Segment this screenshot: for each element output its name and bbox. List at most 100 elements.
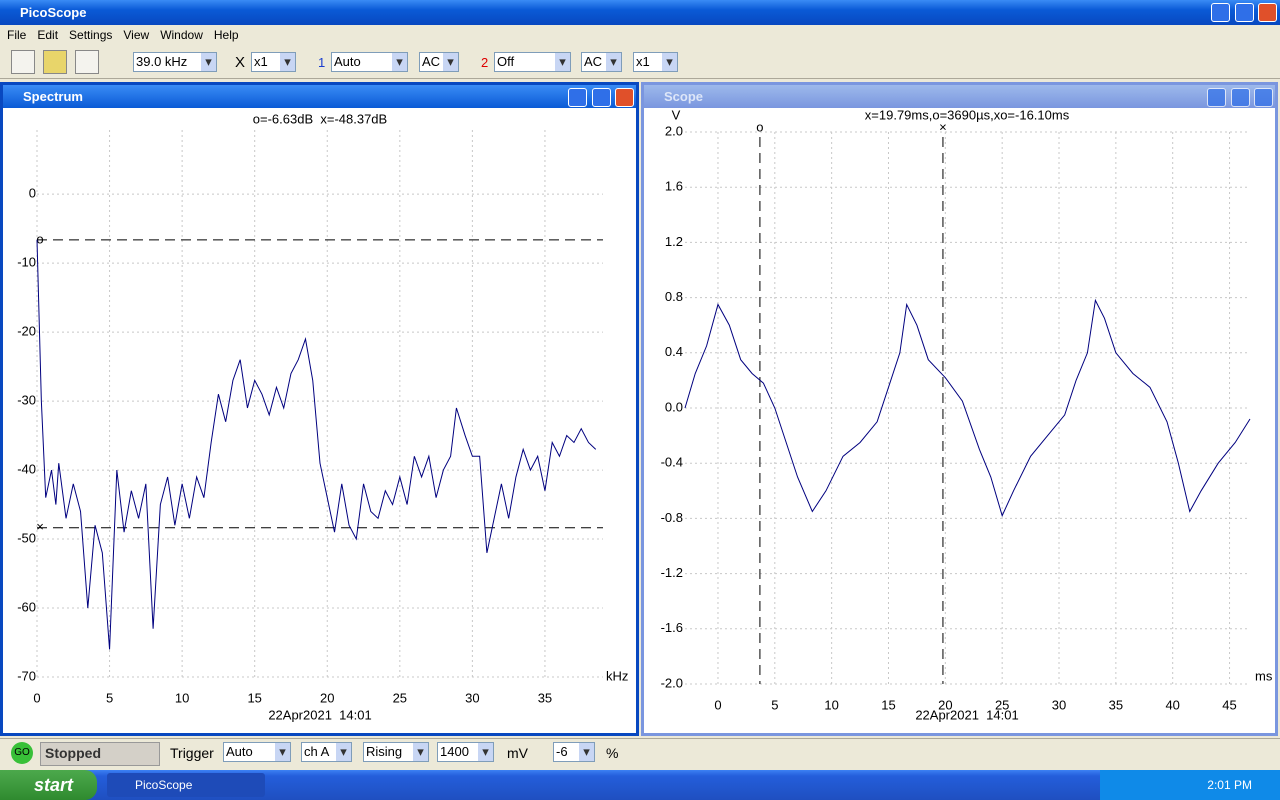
x-axis-unit: kHz: [606, 668, 628, 683]
menu-item[interactable]: Help: [213, 28, 239, 42]
y-tick-label: -40: [17, 462, 36, 477]
minimize-button[interactable]: [1207, 88, 1226, 107]
range-select[interactable]: Auto: [331, 52, 408, 72]
y-tick-label: -0.4: [661, 455, 683, 470]
y-tick-label: -0.8: [661, 510, 683, 525]
edge-select[interactable]: Rising: [363, 742, 429, 762]
status-text: Stopped: [40, 742, 160, 766]
channel-label: 2: [481, 55, 489, 70]
y-tick-label: 0.0: [665, 399, 683, 414]
y-tick-label: -60: [17, 599, 36, 614]
panel-title: Spectrum: [23, 89, 83, 104]
y-tick-label: 0: [29, 186, 36, 201]
x-tick-label: 5: [771, 697, 778, 712]
delay-input[interactable]: -6: [553, 742, 595, 762]
x-axis-unit: ms: [1255, 668, 1273, 683]
minimize-button[interactable]: [1211, 3, 1230, 22]
series-line: [36, 239, 597, 650]
x-tick-label: 30: [1052, 697, 1066, 712]
close-button[interactable]: [1254, 88, 1273, 107]
y-tick-label: -1.6: [661, 620, 683, 635]
channel-select[interactable]: ch A: [301, 742, 352, 762]
taskbar-app[interactable]: PicoScope: [107, 773, 265, 797]
x-tick-label: 5: [106, 690, 113, 705]
x-tick-label: 30: [465, 690, 479, 705]
cursor-label: o: [756, 119, 763, 134]
x-tick-label: 20: [938, 697, 952, 712]
trigger-label: Trigger: [170, 745, 214, 761]
trigger-select[interactable]: Auto: [223, 742, 291, 762]
x-tick-label: 35: [538, 690, 552, 705]
y-tick-label: -50: [17, 530, 36, 545]
y-tick-label: -30: [17, 393, 36, 408]
cursor-label: ×: [36, 519, 44, 534]
window-title: PicoScope: [20, 5, 87, 20]
chart-title: x=19.79ms,o=3690µs,xo=-16.10ms: [865, 107, 1070, 122]
scope-button[interactable]: [11, 50, 35, 74]
threshold-input[interactable]: 1400: [437, 742, 494, 762]
start-button[interactable]: start: [0, 770, 97, 800]
scope-window: Scope: [641, 82, 1278, 736]
close-button[interactable]: [615, 88, 634, 107]
x-tick-label: 0: [33, 690, 40, 705]
menu-item[interactable]: View: [123, 28, 150, 42]
y-tick-label: 1.2: [665, 234, 683, 249]
cursor-label: ×: [939, 119, 947, 134]
clock: 2:01 PM: [1100, 770, 1280, 800]
mult-select[interactable]: x1: [251, 52, 296, 72]
go-button[interactable]: GO: [11, 742, 33, 764]
y-tick-label: -1.2: [661, 565, 683, 580]
channel-label: 1: [318, 55, 326, 70]
range-select[interactable]: Off: [494, 52, 571, 72]
coupling-select[interactable]: AC: [419, 52, 459, 72]
maximize-button[interactable]: [592, 88, 611, 107]
mult-select[interactable]: x1: [633, 52, 678, 72]
status-bar: [0, 738, 1280, 771]
x-tick-label: 15: [247, 690, 261, 705]
y-tick-label: 0.4: [665, 344, 683, 359]
x-tick-label: 35: [1109, 697, 1123, 712]
menu-item[interactable]: Settings: [69, 28, 113, 42]
coupling-select[interactable]: AC: [581, 52, 622, 72]
unit-label: %: [606, 745, 619, 761]
unit-label: mV: [507, 745, 528, 761]
menu-item[interactable]: File: [7, 28, 27, 42]
mult-label: X: [235, 54, 246, 71]
y-tick-label: -70: [17, 668, 36, 683]
spectrum-button[interactable]: [43, 50, 67, 74]
x-tick-label: 25: [393, 690, 407, 705]
y-axis-unit: V: [672, 107, 681, 122]
y-tick-label: 0.8: [665, 289, 683, 304]
chart-date: 22Apr2021 14:01: [268, 707, 371, 722]
series-line: [684, 298, 1251, 518]
close-button[interactable]: [1258, 3, 1277, 22]
menu-item[interactable]: Window: [160, 28, 203, 42]
x-tick-label: 20: [320, 690, 334, 705]
maximize-button[interactable]: [1235, 3, 1254, 22]
cursor-label: o: [36, 231, 43, 246]
timebase-select[interactable]: 39.0 kHz: [133, 52, 217, 72]
chart-date: 22Apr2021 14:01: [915, 707, 1018, 722]
x-tick-label: 0: [714, 697, 721, 712]
menu-item[interactable]: Edit: [37, 28, 59, 42]
x-tick-label: 40: [1165, 697, 1179, 712]
x-tick-label: 10: [175, 690, 189, 705]
panel-title: Scope: [664, 89, 704, 104]
y-tick-label: -10: [17, 255, 36, 270]
y-tick-label: 2.0: [665, 123, 683, 138]
menu-bar: File Edit Settings View Window Help: [0, 25, 1280, 45]
x-tick-label: 25: [995, 697, 1009, 712]
y-tick-label: 1.6: [665, 179, 683, 194]
maximize-button[interactable]: [1231, 88, 1250, 107]
x-tick-label: 15: [881, 697, 895, 712]
y-tick-label: -2.0: [661, 675, 683, 690]
charts: 0 5 10 15 20 25 30 35 0 -10 -20 -30 -40 -50 -60 -70 o=-6…: [17, 107, 1273, 722]
meter-button[interactable]: [75, 50, 99, 74]
x-tick-label: 45: [1222, 697, 1236, 712]
spectrum-window: Spectrum: [0, 82, 639, 736]
x-tick-label: 10: [824, 697, 838, 712]
minimize-button[interactable]: [568, 88, 587, 107]
title-bar: PicoScope: [0, 0, 1280, 25]
y-tick-label: -20: [17, 324, 36, 339]
